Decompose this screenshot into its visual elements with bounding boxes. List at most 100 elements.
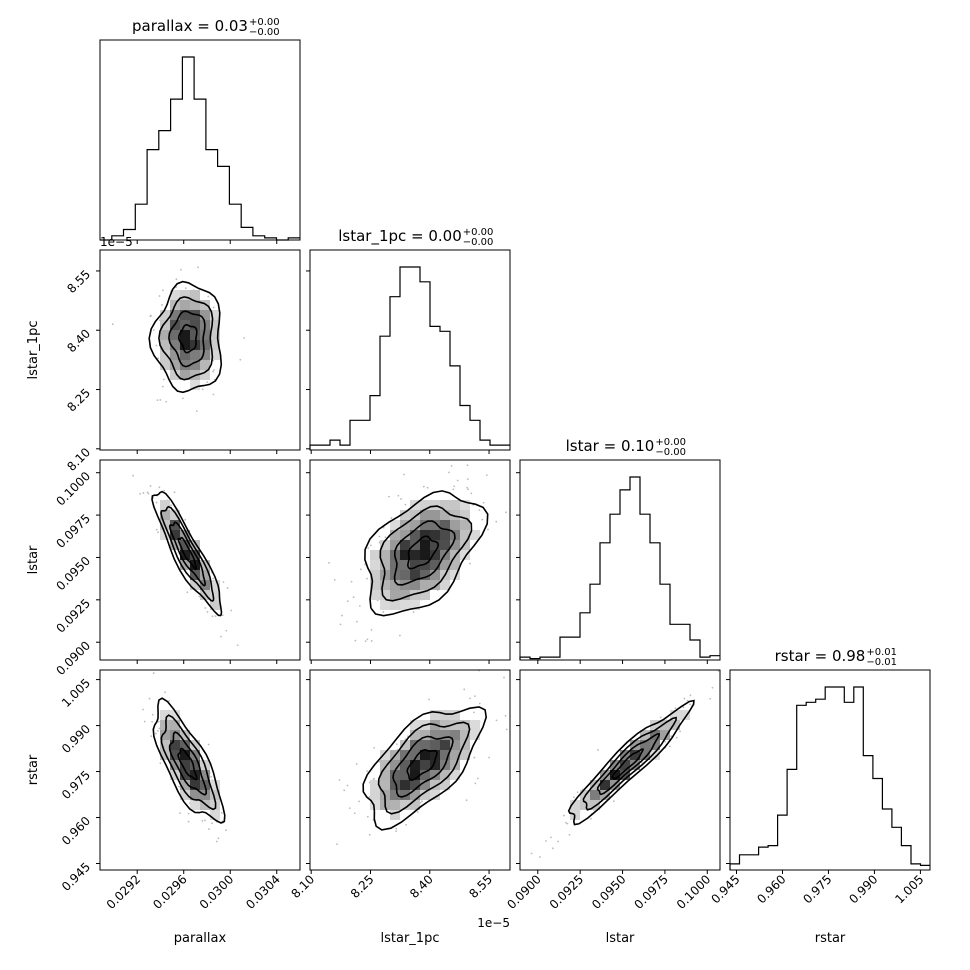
contour-line [148,280,223,394]
scatter-point [478,702,481,705]
scatter-point [366,638,369,641]
panels-layer [96,39,931,874]
scatter-point [709,697,712,700]
scatter-point [478,509,481,512]
x-tick-label: 8.40 [407,872,436,901]
density-cell [450,560,460,570]
scatter-point [236,644,239,647]
x-tick-label: 0.0304 [243,872,283,912]
density-cell [190,340,200,350]
density-cell [190,760,200,770]
hist-panel-lstar_1pc [309,249,511,451]
density-cell [190,300,200,310]
scatter-point [597,749,599,751]
density-cell [170,510,180,520]
density-cell [210,310,220,320]
scatter-point [163,489,166,492]
density-cell [430,780,440,790]
scatter-point [612,800,615,803]
density-cell [210,780,220,790]
scatter-point [226,587,229,589]
scatter-point [157,729,159,732]
density-cell [170,740,180,750]
density-cell [160,500,170,510]
pair-content [132,474,239,647]
hist-panel-parallax [99,39,301,241]
scatter-point [683,697,686,700]
scatter-point [148,697,151,700]
y-tick-label: 8.40 [64,326,93,355]
density-cell [460,720,470,730]
scatter-point [158,486,161,489]
scatter-point [212,359,215,362]
density-cell [650,750,660,760]
title-lower-error: −0.01 [866,657,897,668]
text-layer: 8.108.258.408.550.09000.09250.09500.0975… [26,17,927,946]
density-cell [400,770,410,780]
contour-line [177,323,198,354]
density-cell [160,350,170,360]
density-cell [470,720,480,730]
density-cell [160,320,170,330]
hist-panel-lstar [519,459,721,661]
scatter-point [150,735,153,738]
title-main: lstar = 0.10 [566,437,655,455]
scatter-point [180,268,182,271]
density-cell [670,720,680,730]
density-cell [440,750,450,760]
contour-line [582,716,677,811]
scatter-point [211,615,214,618]
scatter-point [481,518,484,521]
scatter-point [155,528,158,531]
scatter-point [367,547,370,549]
density-cell [400,550,410,560]
scatter-point [368,796,371,798]
density-cell [210,810,220,820]
density-cell [460,520,470,530]
density-cell [410,560,420,570]
density-cell [200,300,210,310]
density-cell [200,340,210,350]
y-tick-label: 0.0950 [54,554,94,594]
density-cell [410,590,420,600]
scatter-point [412,611,415,613]
x-tick-label: 0.0296 [150,872,190,912]
scatter-point [466,478,469,481]
density-cell [160,720,170,730]
title-main: parallax = 0.03 [132,17,248,35]
scatter-point [711,686,714,689]
scatter-point [450,465,453,467]
density-cell [430,520,440,530]
density-cell [450,520,460,530]
density-cell [190,290,200,300]
panel-frame [99,249,301,451]
density-cell [190,360,200,370]
contour-line [406,748,438,782]
scatter-point [485,474,488,477]
scatter-point [143,720,146,723]
density-cell [440,520,450,530]
density-cell [380,780,390,790]
density-cell [390,540,400,550]
density-cell [430,500,440,510]
y-axis-label: rstar [26,754,41,785]
density-cell [190,320,200,330]
pair-content [142,672,227,843]
density-cell [410,550,420,560]
density-cell [180,370,190,380]
x-tick-label: 0.0292 [104,872,144,912]
density-cell [210,340,220,350]
density-cell [410,600,420,610]
scatter-point [398,634,401,637]
density-cell [160,510,170,520]
scatter-point [336,843,338,846]
panel-frame [309,669,511,871]
density-cell [210,580,220,590]
scatter-point [215,840,218,843]
density-cell [430,530,440,540]
density-cell [440,580,450,590]
density-cell [460,500,470,510]
density-cell [460,730,470,740]
density-cell [210,320,220,330]
y-tick-label: 8.55 [64,267,93,296]
